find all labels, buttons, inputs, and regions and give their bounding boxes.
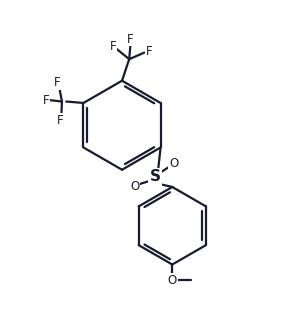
Text: F: F — [54, 76, 61, 89]
Text: F: F — [127, 32, 134, 46]
Text: F: F — [145, 45, 152, 58]
Text: O: O — [169, 157, 178, 170]
Text: S: S — [150, 170, 161, 184]
Text: O: O — [168, 274, 177, 287]
Text: F: F — [57, 114, 64, 127]
Text: O: O — [130, 180, 139, 193]
Text: F: F — [110, 40, 117, 53]
Text: F: F — [43, 93, 49, 107]
